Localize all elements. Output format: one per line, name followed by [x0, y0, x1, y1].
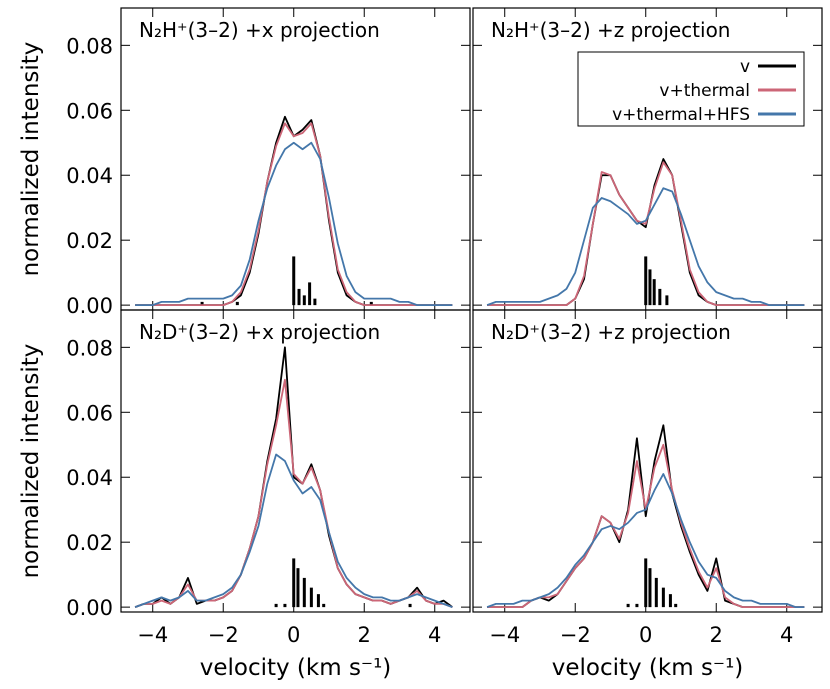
series-line	[135, 122, 453, 307]
y-tick-label: 0.02	[66, 229, 113, 253]
y-tick-label: 0.02	[66, 531, 113, 555]
y-axis-label: normalized intensity	[18, 344, 44, 579]
legend-label: v+thermal+HFS	[612, 105, 750, 125]
y-tick-label: 0.00	[66, 596, 113, 620]
panel-frame	[472, 309, 823, 613]
series-line	[134, 453, 453, 608]
component-bar	[200, 301, 204, 306]
y-tick-label: 0.08	[66, 336, 113, 360]
series-line	[486, 187, 805, 307]
component-bar	[626, 603, 630, 608]
component-bar	[648, 269, 652, 306]
component-bar	[302, 295, 306, 306]
x-tick-label: −2	[560, 623, 591, 647]
panel: 0.00 0.02 0.04 0.06 0.08 N₂H⁺(3–2) +x project…	[18, 7, 471, 318]
panel-title: N₂H⁺(3–2) +x projection	[139, 18, 380, 42]
panel-frame	[120, 7, 471, 311]
x-tick-label: −4	[137, 623, 168, 647]
y-tick-label: 0.08	[66, 34, 113, 58]
component-bar	[292, 558, 296, 608]
panel-frame	[120, 309, 471, 613]
component-bar	[648, 568, 652, 608]
series-line	[486, 473, 805, 609]
x-tick-label: 4	[428, 623, 441, 647]
component-bar	[308, 282, 312, 306]
component-bar	[369, 301, 373, 306]
panel-title: N₂D⁺(3–2) +z projection	[491, 320, 731, 344]
component-bar	[235, 301, 239, 306]
component-bar	[658, 288, 662, 306]
x-tick-label: 2	[358, 623, 371, 647]
y-axis-label: normalized intensity	[18, 42, 44, 277]
component-bar	[644, 256, 648, 306]
y-tick-label: 0.00	[66, 294, 113, 318]
component-bar	[274, 603, 278, 608]
component-bar	[313, 298, 317, 306]
x-tick-label: 2	[710, 623, 723, 647]
component-bar	[283, 603, 287, 608]
y-tick-label: 0.06	[66, 401, 113, 425]
panel-title: N₂D⁺(3–2) +x projection	[139, 320, 380, 344]
component-bar	[408, 603, 412, 608]
x-tick-label: 0	[639, 623, 652, 647]
component-bar	[661, 587, 665, 608]
component-bar	[292, 256, 296, 306]
component-bar	[644, 558, 648, 608]
component-bar	[302, 577, 306, 608]
component-bar	[635, 603, 639, 608]
component-bar	[316, 594, 320, 608]
x-axis-label: velocity (km s⁻¹)	[552, 655, 744, 681]
component-bar	[665, 295, 669, 306]
component-bar	[296, 568, 300, 608]
y-tick-label: 0.04	[66, 466, 113, 490]
component-bar	[668, 594, 672, 608]
series-line	[487, 161, 805, 307]
x-tick-label: 0	[287, 623, 300, 647]
component-bar	[309, 587, 313, 608]
x-tick-label: 4	[780, 623, 793, 647]
x-tick-label: −4	[489, 623, 520, 647]
component-bar	[654, 577, 658, 608]
panel: −4 −2 0 2 4 N₂D⁺(3–2) +z projection velocity (…	[472, 309, 823, 681]
panel: N₂H⁺(3–2) +z projection v v+thermal v+therm…	[472, 7, 823, 311]
x-axis-label: velocity (km s⁻¹)	[200, 655, 392, 681]
legend-label: v+thermal	[659, 81, 750, 101]
y-tick-label: 0.06	[66, 99, 113, 123]
series-line	[135, 141, 453, 307]
legend-label: v	[740, 57, 750, 77]
y-tick-label: 0.04	[66, 164, 113, 188]
x-tick-label: −2	[208, 623, 239, 647]
component-bar	[297, 288, 301, 306]
panel-title: N₂H⁺(3–2) +z projection	[491, 18, 730, 42]
component-bar	[322, 603, 326, 608]
component-bar	[652, 279, 656, 306]
panel: −4 −2 0 2 4 0.00 0.02 0.04 0.06 0.08 N₂D⁺(3–2) +x …	[18, 309, 471, 681]
component-bar	[674, 603, 678, 608]
